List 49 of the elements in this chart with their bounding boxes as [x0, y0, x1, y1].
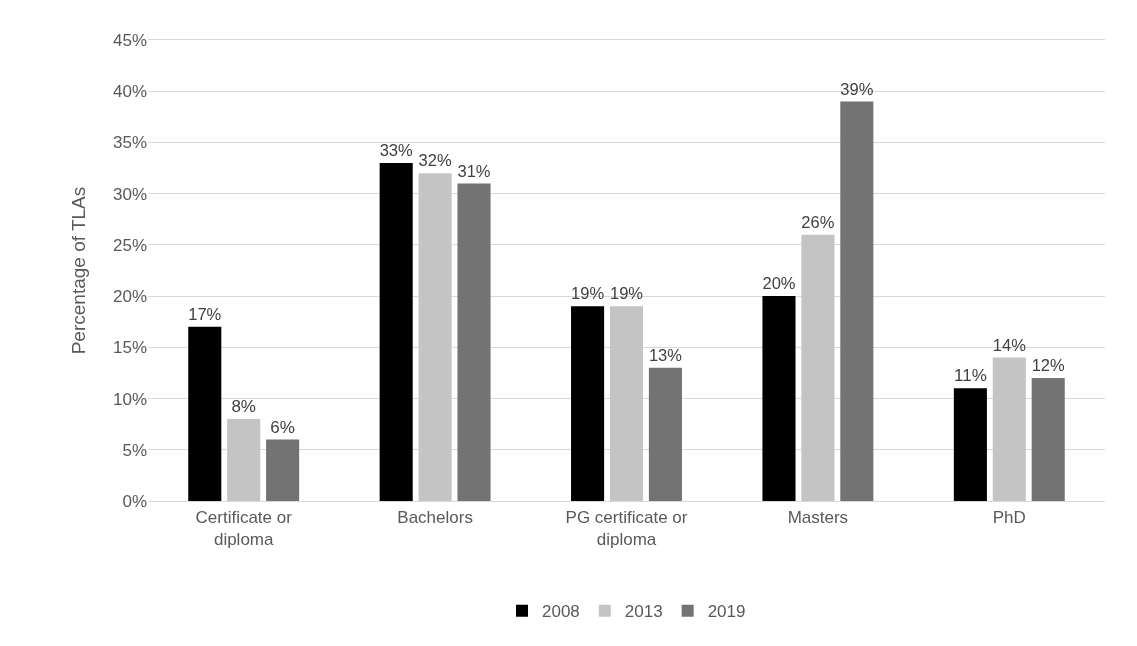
bar	[379, 162, 413, 501]
data-label: 13%	[648, 345, 683, 365]
data-label: 19%	[571, 284, 605, 304]
data-label: 31%	[457, 161, 491, 181]
data-label: 26%	[801, 212, 835, 232]
bar	[992, 357, 1026, 501]
data-label: 11%	[954, 366, 987, 386]
data-label: 12%	[1031, 356, 1066, 376]
y-tick-label: 10%	[112, 389, 147, 409]
legend-label: 2013	[624, 602, 663, 622]
bar	[227, 419, 261, 501]
y-tick-label: 30%	[112, 184, 147, 204]
x-tick-label: PG certificate or diploma	[565, 507, 688, 549]
bar	[648, 367, 682, 501]
y-tick-label: 15%	[112, 338, 147, 358]
data-label: 32%	[418, 151, 452, 171]
bar	[571, 306, 605, 501]
bar	[609, 306, 644, 501]
bar	[266, 439, 300, 501]
y-tick-label: 45%	[112, 30, 147, 50]
data-label: 20%	[762, 274, 796, 294]
x-tick-label: Bachelors	[397, 507, 473, 527]
y-axis-title: Percentage of TLAs	[67, 186, 89, 355]
bar	[953, 388, 987, 501]
y-tick-label: 40%	[112, 82, 147, 102]
data-label: 14%	[992, 335, 1027, 355]
data-label: 33%	[379, 141, 414, 161]
y-tick-label: 5%	[122, 440, 147, 460]
data-label: 6%	[270, 417, 295, 437]
legend-label: 2008	[542, 602, 580, 622]
legend-label: 2019	[707, 602, 746, 622]
y-tick-label: 0%	[122, 491, 147, 511]
bar	[840, 101, 874, 501]
bar	[457, 183, 491, 501]
bar	[188, 326, 222, 501]
y-tick-label: 25%	[112, 235, 147, 255]
bar	[762, 296, 796, 501]
x-tick-label: Masters	[787, 507, 849, 527]
data-label: 8%	[231, 397, 256, 417]
data-label: 19%	[609, 284, 644, 304]
x-tick-label: PhD	[992, 507, 1026, 527]
bar	[418, 173, 452, 501]
bar	[801, 234, 835, 501]
bar	[1031, 378, 1065, 501]
data-label: 17%	[188, 304, 222, 324]
data-label: 39%	[840, 79, 874, 99]
y-tick-label: 35%	[112, 133, 147, 153]
y-tick-label: 20%	[112, 287, 147, 307]
x-tick-label: Certificate or diploma	[195, 507, 293, 549]
